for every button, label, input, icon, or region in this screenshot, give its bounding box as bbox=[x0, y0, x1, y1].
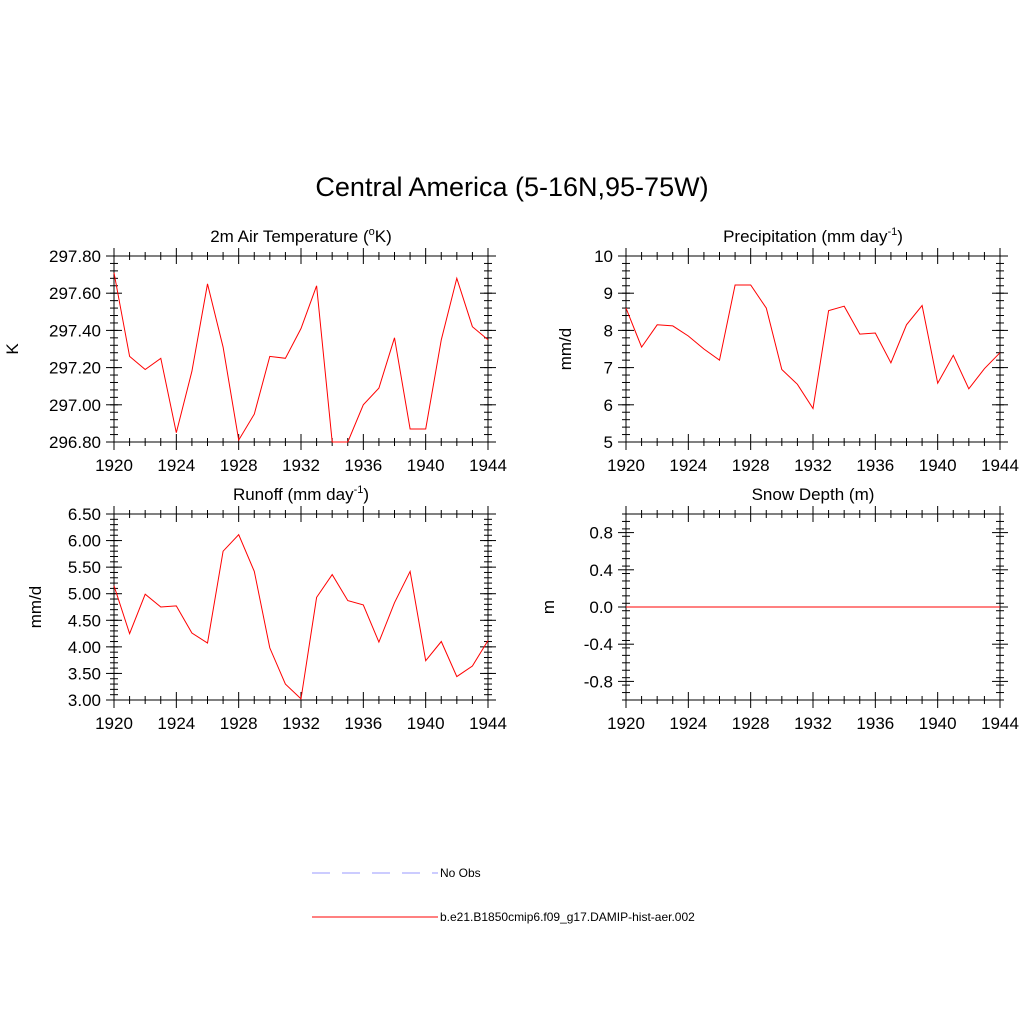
x-tick-label: 1940 bbox=[919, 714, 957, 733]
figure-title: Central America (5-16N,95-75W) bbox=[315, 172, 709, 202]
y-tick-label: 0.0 bbox=[589, 598, 613, 617]
y-tick-label: 6.50 bbox=[68, 505, 101, 524]
x-tick-label: 1928 bbox=[732, 714, 770, 733]
panel-title: 2m Air Temperature (oK) bbox=[210, 226, 392, 246]
legend-label-no-obs: No Obs bbox=[440, 866, 481, 880]
x-tick-label: 1924 bbox=[157, 456, 195, 475]
y-tick-label: 9 bbox=[604, 284, 613, 303]
legend-no-obs: No Obs bbox=[312, 866, 512, 882]
x-tick-label: 1944 bbox=[469, 714, 507, 733]
y-axis-label: m bbox=[539, 600, 558, 614]
y-tick-label: 8 bbox=[604, 321, 613, 340]
y-tick-label: 10 bbox=[594, 247, 613, 266]
y-tick-label: 5.00 bbox=[68, 585, 101, 604]
panel-2: 1920 1924 1928 1932 1936 1940 1944 3.00 3.50 4.00… bbox=[26, 484, 507, 733]
x-tick-label: 1924 bbox=[669, 714, 707, 733]
y-tick-label: 6 bbox=[604, 396, 613, 415]
x-tick-label: 1932 bbox=[282, 456, 320, 475]
x-tick-label: 1936 bbox=[344, 456, 382, 475]
legend-model-run: b.e21.B1850cmip6.f09_g17.DAMIP-hist-aer.… bbox=[312, 910, 732, 926]
x-tick-label: 1920 bbox=[607, 456, 645, 475]
y-tick-label: 0.8 bbox=[589, 524, 613, 543]
y-tick-label: 6.00 bbox=[68, 532, 101, 551]
y-tick-label: 7 bbox=[604, 359, 613, 378]
panel-title: Runoff (mm day-1) bbox=[233, 484, 369, 504]
y-tick-label: 297.40 bbox=[49, 321, 101, 340]
y-tick-label: 0.4 bbox=[589, 561, 613, 580]
x-tick-label: 1940 bbox=[407, 456, 445, 475]
y-tick-label: 296.80 bbox=[49, 433, 101, 452]
y-axis-label: K bbox=[3, 343, 22, 355]
y-tick-label: -0.4 bbox=[584, 635, 613, 654]
panel-frame bbox=[625, 255, 1001, 443]
y-tick-label: 297.80 bbox=[49, 247, 101, 266]
y-tick-label: 5.50 bbox=[68, 558, 101, 577]
x-tick-label: 1944 bbox=[469, 456, 507, 475]
panel-1: 1920 1924 1928 1932 1936 1940 1944 5 6 7 8 9 10 mm/d P… bbox=[556, 226, 1019, 475]
x-tick-label: 1924 bbox=[157, 714, 195, 733]
x-tick-label: 1920 bbox=[95, 456, 133, 475]
y-tick-label: -0.8 bbox=[584, 672, 613, 691]
y-axis-label: mm/d bbox=[556, 328, 575, 371]
legend-label-model-run: b.e21.B1850cmip6.f09_g17.DAMIP-hist-aer.… bbox=[440, 910, 695, 924]
panel-title: Precipitation (mm day-1) bbox=[723, 226, 903, 246]
series-line bbox=[113, 272, 489, 443]
legend-dashed-line-icon bbox=[312, 872, 438, 874]
panel-title: Snow Depth (m) bbox=[752, 485, 875, 504]
x-tick-label: 1940 bbox=[407, 714, 445, 733]
y-tick-label: 4.00 bbox=[68, 638, 101, 657]
y-axis-label: mm/d bbox=[26, 586, 45, 629]
x-tick-label: 1920 bbox=[607, 714, 645, 733]
x-tick-label: 1940 bbox=[919, 456, 957, 475]
y-tick-label: 297.20 bbox=[49, 359, 101, 378]
x-tick-label: 1932 bbox=[282, 714, 320, 733]
x-tick-label: 1928 bbox=[220, 456, 258, 475]
panel-3: 1920 1924 1928 1932 1936 1940 1944 -0.8 -0.4 0.0 0… bbox=[539, 485, 1019, 733]
x-tick-label: 1932 bbox=[794, 456, 832, 475]
panel-frame bbox=[113, 513, 489, 701]
panel-0: 1920 1924 1928 1932 1936 1940 1944 296.80 297.00… bbox=[3, 226, 507, 475]
legend-solid-line-icon bbox=[312, 916, 438, 918]
panel-frame bbox=[113, 255, 489, 443]
x-tick-label: 1944 bbox=[981, 714, 1019, 733]
series-line bbox=[625, 284, 1001, 410]
y-tick-label: 4.50 bbox=[68, 611, 101, 630]
y-tick-label: 297.00 bbox=[49, 396, 101, 415]
y-tick-label: 3.00 bbox=[68, 691, 101, 710]
y-tick-label: 3.50 bbox=[68, 664, 101, 683]
x-tick-label: 1932 bbox=[794, 714, 832, 733]
y-tick-label: 297.60 bbox=[49, 284, 101, 303]
x-tick-label: 1920 bbox=[95, 714, 133, 733]
x-tick-label: 1928 bbox=[220, 714, 258, 733]
x-tick-label: 1944 bbox=[981, 456, 1019, 475]
series-line bbox=[113, 533, 489, 700]
x-tick-label: 1924 bbox=[669, 456, 707, 475]
x-tick-label: 1936 bbox=[856, 714, 894, 733]
x-tick-label: 1928 bbox=[732, 456, 770, 475]
x-tick-label: 1936 bbox=[856, 456, 894, 475]
y-tick-label: 5 bbox=[604, 433, 613, 452]
x-tick-label: 1936 bbox=[344, 714, 382, 733]
